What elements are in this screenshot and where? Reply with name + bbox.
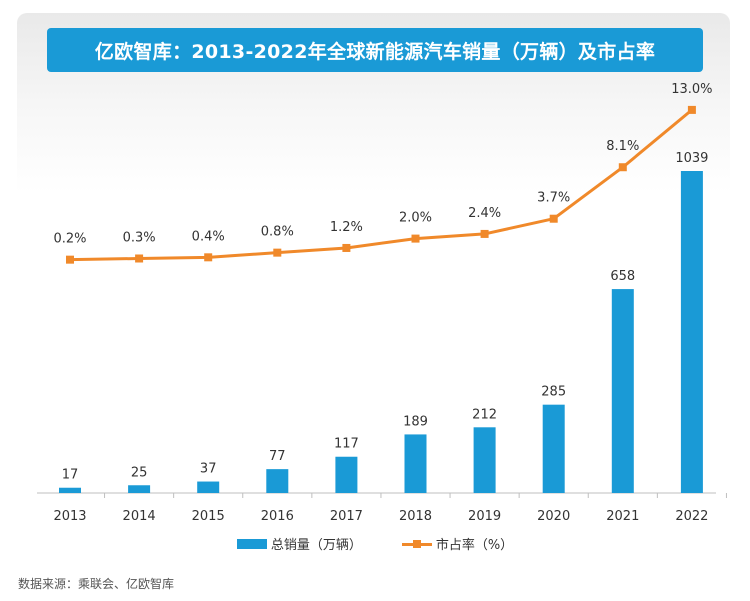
share-value-label: 2.0% — [399, 211, 432, 226]
share-value-label: 1.2% — [330, 220, 363, 235]
bar-value-label: 658 — [610, 269, 635, 284]
bar-2013 — [59, 487, 81, 493]
share-value-label: 0.4% — [192, 229, 225, 244]
share-value-label: 0.8% — [261, 225, 294, 240]
share-value-label: 8.1% — [606, 139, 639, 154]
source-note: 数据来源：乘联会、亿欧智库 — [18, 577, 175, 591]
share-marker-2021 — [618, 163, 627, 172]
share-marker-2016 — [273, 248, 282, 257]
bar-value-label: 117 — [334, 437, 359, 452]
share-marker-2014 — [135, 254, 144, 263]
legend-item-share: 市占率（%） — [401, 534, 514, 553]
bar-2016 — [266, 469, 289, 493]
chart-title: 亿欧智库：2013-2022年全球新能源汽车销量（万辆）及市占率 — [47, 28, 703, 72]
x-tick-label: 2013 — [53, 509, 86, 524]
bar-2021 — [611, 289, 634, 493]
bar-2019 — [473, 427, 496, 493]
bar-2018 — [404, 434, 427, 493]
x-tick-label: 2019 — [468, 509, 501, 524]
share-value-label: 3.7% — [537, 191, 570, 206]
bar-value-label: 189 — [403, 414, 428, 429]
share-marker-2015 — [204, 253, 213, 262]
x-tick-label: 2016 — [261, 509, 294, 524]
x-tick-label: 2017 — [330, 509, 363, 524]
legend-line-swatch — [401, 539, 432, 549]
share-marker-2020 — [549, 214, 558, 223]
share-value-label: 0.3% — [123, 230, 156, 245]
bar-value-label: 37 — [200, 462, 217, 477]
legend-item-sales: 总销量（万辆） — [236, 534, 362, 553]
x-tick-label: 2015 — [192, 509, 225, 524]
share-value-label: 13.0% — [671, 82, 712, 97]
bar-value-label: 212 — [472, 407, 497, 422]
x-tick-label: 2022 — [675, 509, 708, 524]
x-tick-label: 2018 — [399, 509, 432, 524]
bar-value-label: 1039 — [675, 151, 708, 166]
bar-2014 — [128, 485, 151, 493]
x-tick-label: 2020 — [537, 509, 570, 524]
share-marker-2013 — [66, 255, 74, 264]
bar-value-label: 285 — [541, 385, 566, 400]
legend-label-share: 市占率（%） — [435, 538, 514, 553]
bar-2017 — [335, 456, 358, 493]
share-value-label: 2.4% — [468, 206, 501, 221]
bar-2022 — [680, 171, 703, 493]
x-tick-label: 2021 — [606, 509, 639, 524]
bar-value-label: 25 — [131, 465, 148, 480]
share-value-label: 0.2% — [53, 232, 86, 247]
bar-2020 — [542, 404, 565, 493]
share-line — [69, 108, 693, 262]
share-marker-2019 — [480, 229, 489, 238]
legend-bar-swatch — [236, 538, 267, 549]
bar-value-label: 17 — [62, 468, 79, 483]
x-tick-label: 2014 — [123, 509, 156, 524]
share-marker-2022 — [687, 105, 696, 114]
bar-value-label: 77 — [269, 449, 286, 464]
bar-2015 — [197, 481, 220, 493]
legend: 总销量（万辆） 市占率（%） — [0, 534, 750, 553]
chart-card — [17, 13, 730, 569]
share-marker-2018 — [411, 234, 420, 243]
legend-label-sales: 总销量（万辆） — [270, 538, 362, 553]
share-marker-2017 — [342, 243, 351, 252]
